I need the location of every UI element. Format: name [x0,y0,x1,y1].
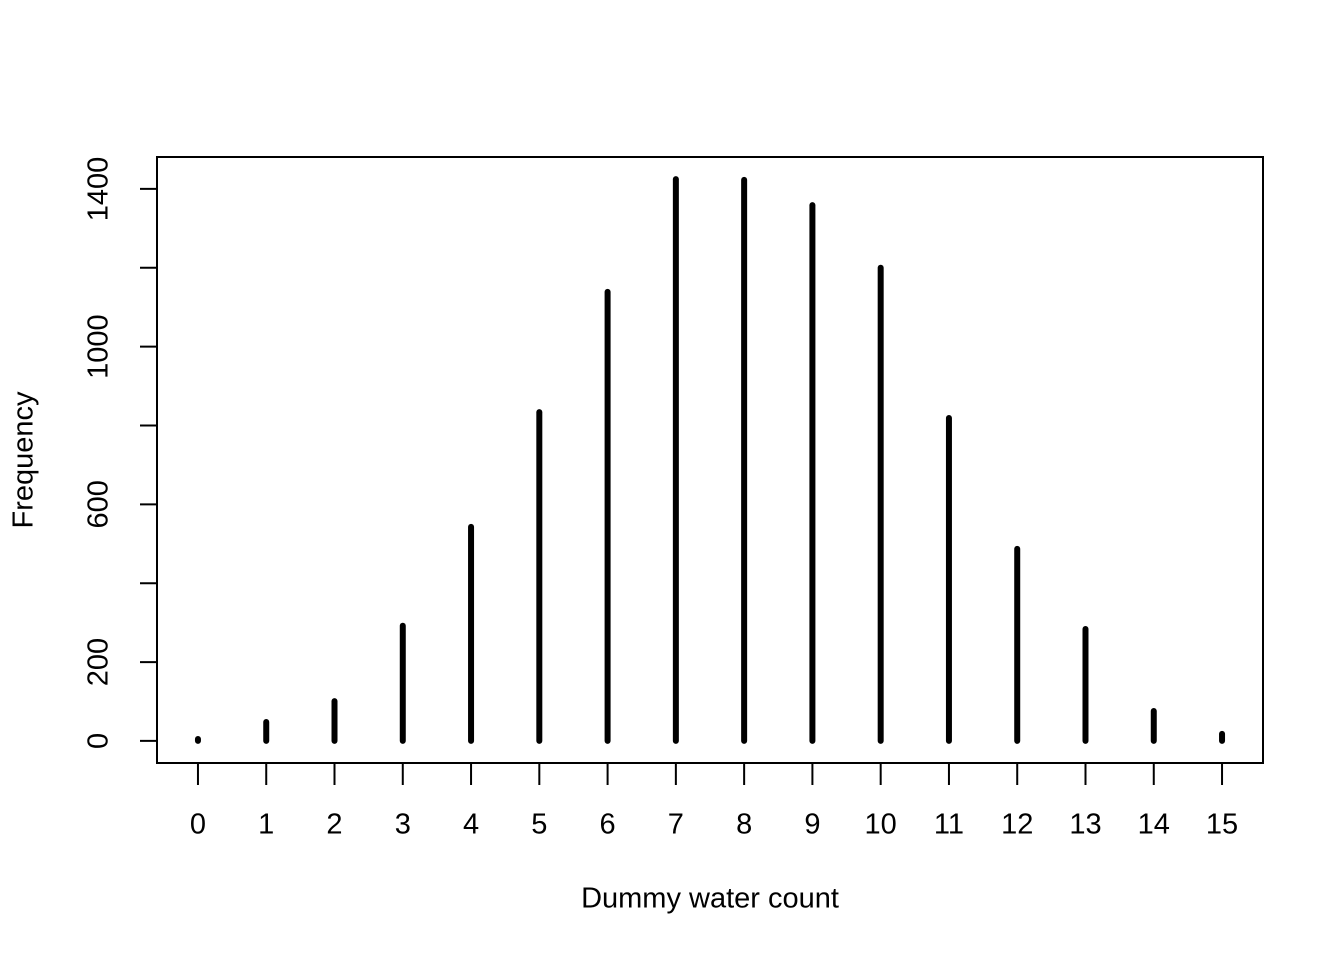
y-tick-label: 1400 [83,157,115,222]
y-axis-title: Frequency [8,391,40,529]
x-tick-label: 7 [668,809,684,841]
x-tick-label: 3 [395,809,411,841]
x-tick-label: 13 [1069,809,1101,841]
x-tick-label: 9 [804,809,820,841]
x-tick-label: 4 [463,809,479,841]
x-tick-label: 0 [190,809,206,841]
x-tick-label: 10 [865,809,897,841]
x-tick-label: 1 [258,809,274,841]
x-tick-label: 6 [600,809,616,841]
y-tick-label: 200 [83,638,115,686]
x-axis-title: Dummy water count [581,883,839,915]
x-tick-label: 14 [1138,809,1170,841]
y-tick-label: 600 [83,480,115,528]
x-tick-label: 5 [531,809,547,841]
x-tick-label: 8 [736,809,752,841]
x-tick-label: 11 [934,809,964,841]
x-tick-label: 12 [1001,809,1033,841]
y-tick-label: 1000 [83,314,115,379]
x-tick-label: 2 [326,809,342,841]
plot-frame [156,156,1264,764]
x-tick-label: 15 [1206,809,1238,841]
y-tick-label: 0 [83,733,115,749]
